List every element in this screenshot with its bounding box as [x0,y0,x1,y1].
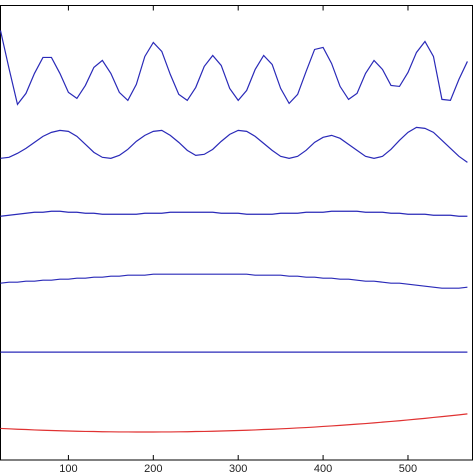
x-tick-label: 500 [399,463,417,474]
x-tick-label: 300 [229,463,247,474]
x-tick-label: 400 [314,463,332,474]
series-line [0,126,468,163]
x-tick-label: 100 [59,463,77,474]
plot-frame [0,5,473,461]
series-line [0,413,468,433]
series-line [0,30,468,106]
series-line [0,210,468,217]
series-line [0,273,468,289]
x-tick-label: 200 [144,463,162,474]
